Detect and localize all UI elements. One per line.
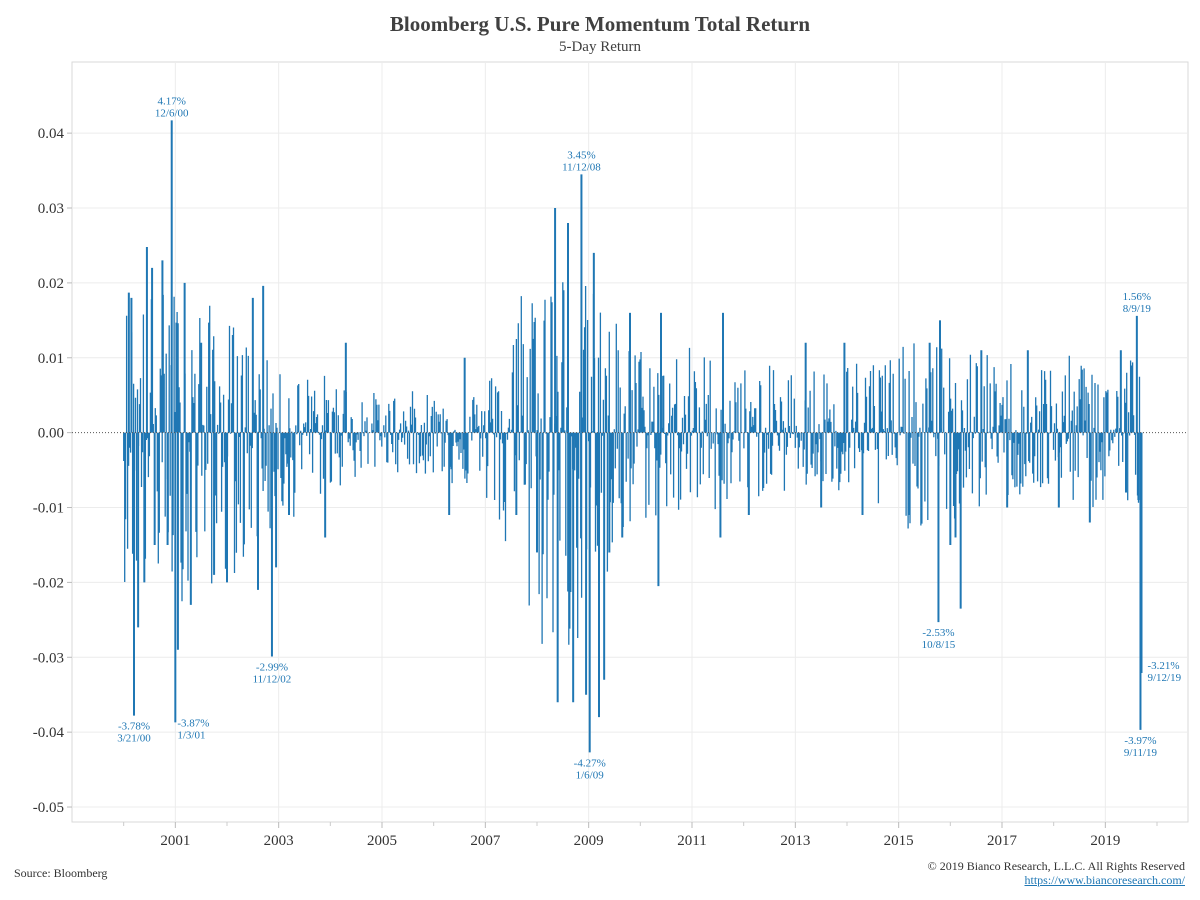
annotation-date: 11/12/02 [253, 674, 292, 686]
return-series [123, 120, 1143, 753]
x-tick-label: 2011 [677, 833, 706, 849]
annotation-value: -3.87% [177, 717, 209, 729]
x-tick-label: 2015 [884, 833, 914, 849]
y-tick-label: -0.05 [33, 800, 64, 816]
y-tick-label: 0.01 [38, 351, 64, 367]
annotation-date: 1/3/01 [177, 729, 205, 741]
annotation-value: 4.17% [158, 95, 186, 107]
series-bars [123, 282, 1143, 645]
y-tick-label: -0.03 [33, 650, 64, 666]
chart-subtitle: 5-Day Return [558, 39, 642, 55]
annotation-date: 11/12/08 [562, 161, 601, 173]
x-tick-label: 2001 [160, 833, 190, 849]
annotation-date: 9/11/19 [1124, 747, 1158, 759]
x-tick-label: 2003 [264, 833, 294, 849]
annotation-value: 1.56% [1123, 291, 1151, 303]
annotation-date: 9/12/19 [1148, 672, 1182, 684]
annotation-value: -2.53% [922, 627, 954, 639]
x-tick-label: 2019 [1090, 833, 1120, 849]
annotation-value: -3.78% [118, 721, 150, 733]
x-tick-label: 2013 [780, 833, 810, 849]
annotation-value: -3.21% [1148, 660, 1180, 672]
website-link[interactable]: https://www.biancoresearch.com/ [1024, 873, 1185, 887]
x-tick-label: 2005 [367, 833, 397, 849]
source-note: Source: Bloomberg [14, 866, 108, 880]
y-tick-label: 0.02 [38, 276, 64, 292]
y-tick-label: -0.01 [33, 501, 64, 517]
annotation-date: 3/21/00 [117, 733, 151, 745]
y-tick-label: 0.00 [38, 426, 64, 442]
annotation-date: 10/8/15 [922, 639, 956, 651]
chart-title: Bloomberg U.S. Pure Momentum Total Retur… [389, 12, 811, 36]
copyright-note: © 2019 Bianco Research, L.L.C. All Right… [927, 859, 1185, 873]
x-tick-label: 2009 [574, 833, 604, 849]
y-tick-label: 0.04 [38, 126, 65, 142]
x-tick-label: 2017 [987, 833, 1018, 849]
annotation-date: 1/6/09 [576, 769, 605, 781]
annotation-value: -3.97% [1124, 735, 1156, 747]
annotation-date: 8/9/19 [1123, 303, 1152, 315]
annotation-date: 12/6/00 [155, 107, 189, 119]
annotation-value: -2.99% [256, 662, 288, 674]
x-tick-label: 2007 [470, 833, 501, 849]
annotation-value: 3.45% [567, 149, 595, 161]
y-tick-label: -0.04 [33, 725, 65, 741]
y-tick-label: 0.03 [38, 201, 64, 217]
annotation-value: -4.27% [574, 757, 606, 769]
y-tick-label: -0.02 [33, 575, 64, 591]
